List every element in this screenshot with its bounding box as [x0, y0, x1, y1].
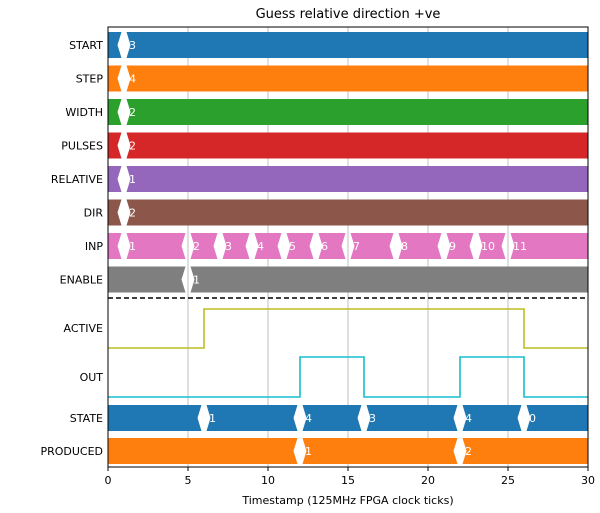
signal-segment: [302, 438, 458, 464]
signal-segment: [126, 32, 588, 58]
signal-name-label: ACTIVE: [64, 322, 104, 335]
signal-value-label: 11: [513, 240, 527, 253]
signal-segment: [302, 405, 362, 431]
signal-segment: [398, 233, 442, 259]
signal-value-label: 4: [465, 412, 472, 425]
signal-bars: [108, 32, 588, 464]
signal-name-label: DIR: [84, 207, 104, 220]
signal-name-label: RELATIVE: [51, 173, 103, 186]
signal-segment: [108, 99, 122, 125]
signal-name-label: INP: [85, 240, 103, 253]
x-tick-label: 30: [581, 474, 595, 487]
signal-value-label: 1: [305, 445, 312, 458]
signal-name-label: START: [69, 39, 103, 52]
x-tick-label: 20: [421, 474, 435, 487]
signal-segment: [108, 438, 298, 464]
signal-waveform: [108, 356, 588, 398]
signal-segment: [510, 233, 588, 259]
signal-segment: [126, 166, 588, 192]
signal-value-label: 0: [529, 412, 536, 425]
signal-name-label: WIDTH: [65, 106, 103, 119]
signal-name-label: ENABLE: [60, 274, 103, 287]
signal-labels: START 3 STEP 4 WIDTH 2 PULSES 2 RELATIVE 1 DIR 2 INP…: [40, 39, 536, 458]
signal-value-label: 1: [193, 274, 200, 287]
signal-name-label: PULSES: [61, 140, 103, 153]
signal-value-label: 6: [321, 240, 328, 253]
signal-value-label: 4: [129, 73, 136, 86]
x-tick-label: 15: [341, 474, 355, 487]
signal-segment: [108, 166, 122, 192]
x-axis-label: Timestamp (125MHz FPGA clock ticks): [241, 494, 453, 507]
signal-value-label: 3: [369, 412, 376, 425]
axes: 0 5 10 15 20 25 30: [105, 26, 595, 487]
signal-segment: [108, 32, 122, 58]
chart-title: Guess relative direction +ve: [256, 7, 441, 22]
signal-value-label: 2: [129, 106, 136, 119]
signal-segment: [350, 233, 394, 259]
signal-value-label: 10: [481, 240, 495, 253]
signal-segment: [478, 233, 506, 259]
x-tick-label: 0: [105, 474, 112, 487]
signal-segment: [206, 405, 298, 431]
signal-waveform: [108, 308, 588, 349]
signal-segment: [126, 132, 588, 159]
signal-value-label: 1: [209, 412, 216, 425]
signal-segment: [318, 233, 346, 259]
signal-segment: [286, 233, 314, 259]
signal-value-label: 4: [305, 412, 312, 425]
signal-name-label: PRODUCED: [40, 445, 103, 458]
signal-name-label: STATE: [70, 412, 103, 425]
signal-segment: [462, 405, 522, 431]
signal-value-label: 2: [129, 140, 136, 153]
signal-name-label: STEP: [76, 73, 104, 86]
signal-value-label: 8: [401, 240, 408, 253]
signal-segment: [108, 233, 122, 259]
signal-segment: [126, 199, 588, 226]
signal-segment: [126, 65, 588, 92]
signal-segment: [126, 99, 588, 125]
signal-segment: [366, 405, 458, 431]
signal-value-label: 4: [257, 240, 264, 253]
x-tick-label: 25: [501, 474, 515, 487]
signal-segment: [108, 199, 122, 226]
signal-value-label: 3: [129, 39, 136, 52]
signal-segment: [222, 233, 250, 259]
signal-segment: [446, 233, 474, 259]
x-tick-label: 10: [261, 474, 275, 487]
signal-value-label: 3: [225, 240, 232, 253]
signal-name-label: OUT: [80, 371, 104, 384]
signal-value-label: 1: [129, 240, 136, 253]
signal-segment: [190, 233, 218, 259]
signal-segment: [108, 65, 122, 92]
signal-value-label: 1: [129, 173, 136, 186]
signal-value-label: 2: [193, 240, 200, 253]
signal-value-label: 7: [353, 240, 360, 253]
signal-segment: [108, 405, 202, 431]
signal-segment: [254, 233, 282, 259]
signal-segment: [190, 266, 588, 293]
signal-value-label: 2: [129, 207, 136, 220]
signal-value-label: 2: [465, 445, 472, 458]
signal-value-label: 9: [449, 240, 456, 253]
signal-value-label: 5: [289, 240, 296, 253]
signal-segment: [462, 438, 588, 464]
signal-segment: [108, 132, 122, 159]
signal-segment: [526, 405, 588, 431]
signal-segment: [108, 266, 186, 293]
signal-segment: [126, 233, 186, 259]
x-tick-label: 5: [185, 474, 192, 487]
